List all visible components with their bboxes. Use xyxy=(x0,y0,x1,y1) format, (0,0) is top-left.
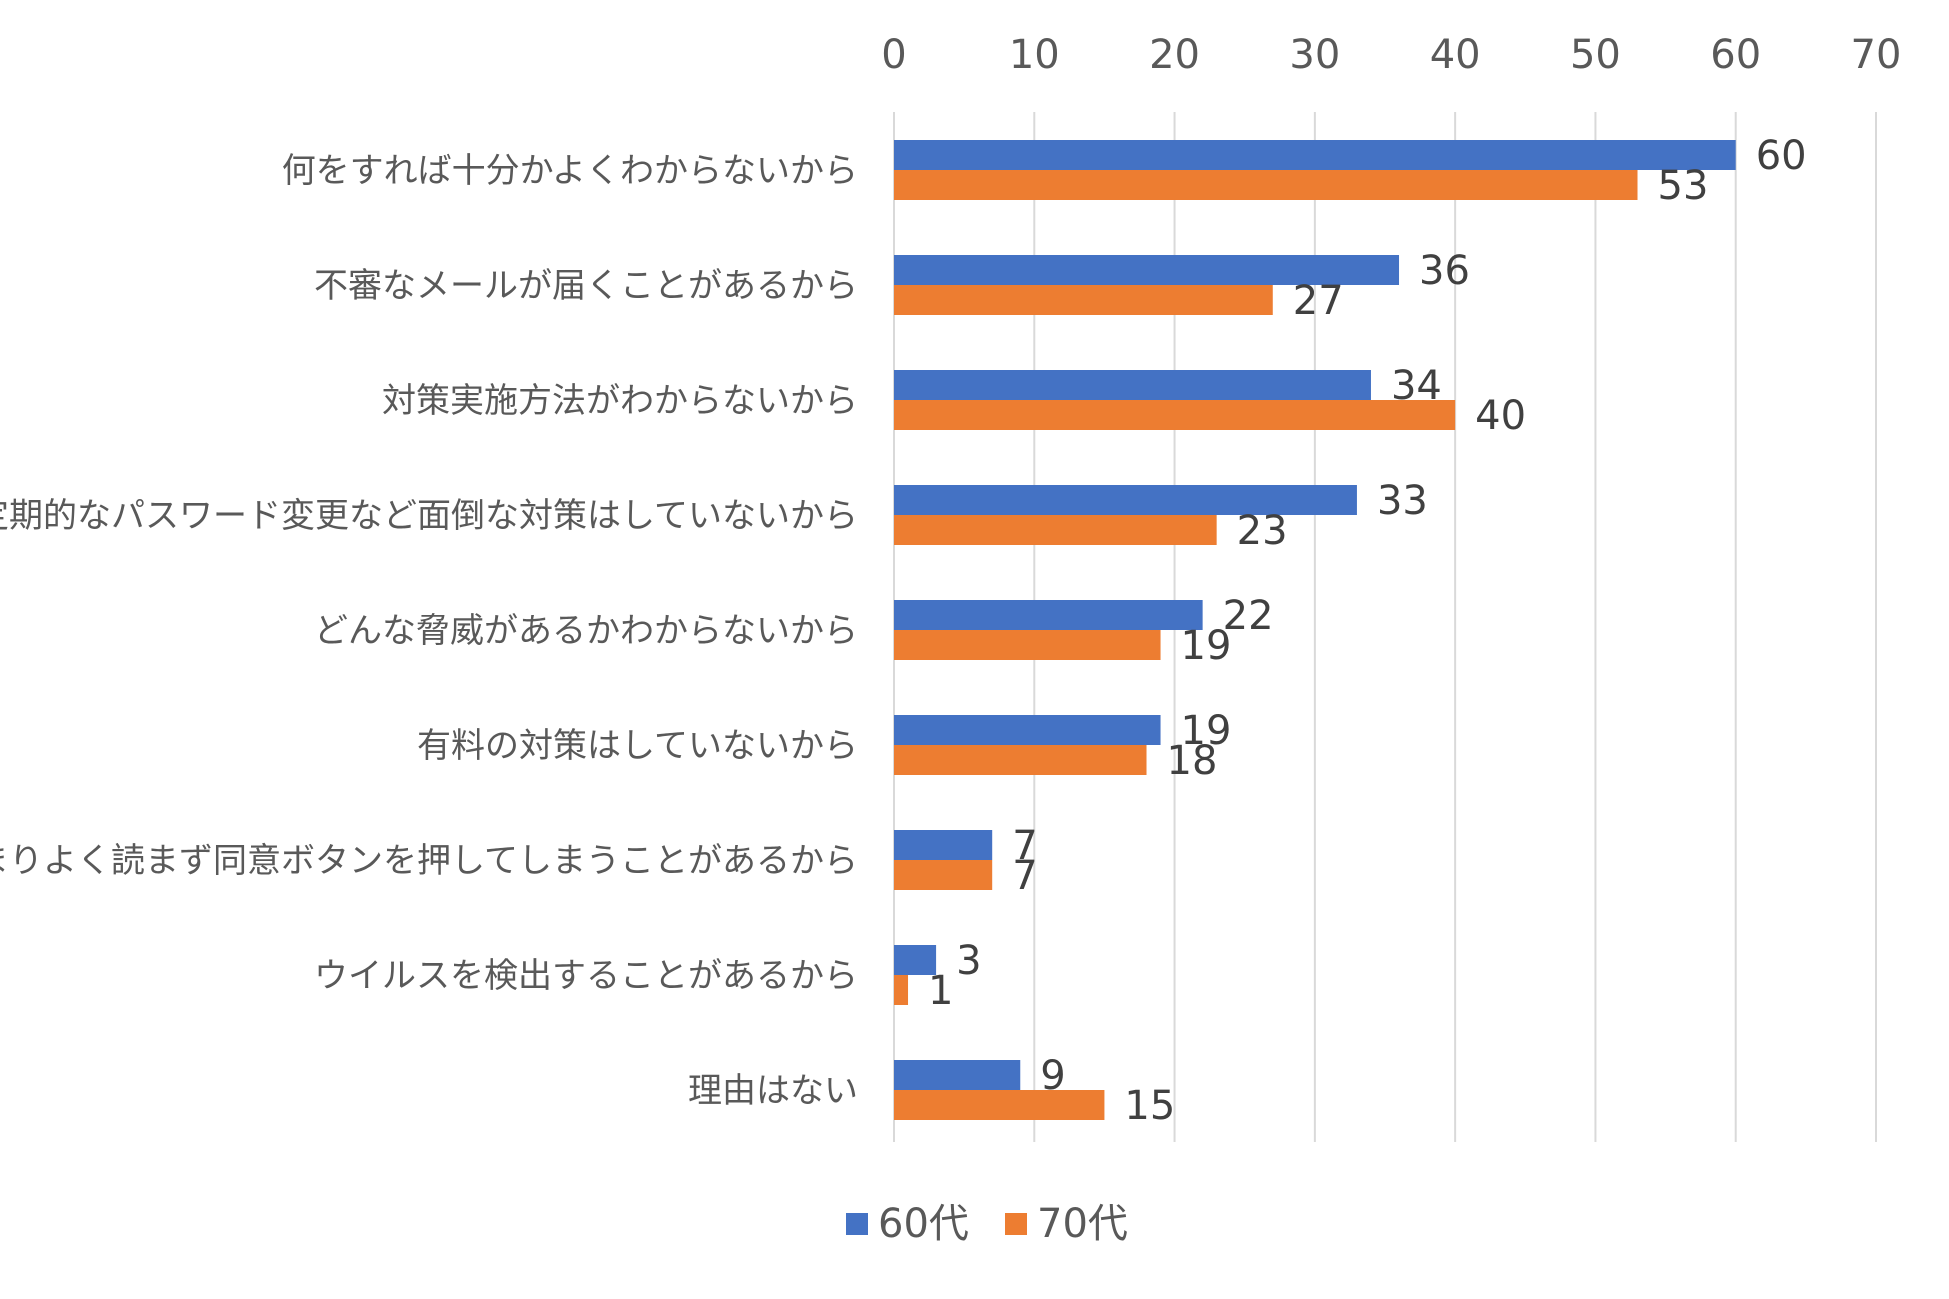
bar-series1 xyxy=(894,370,1371,400)
x-tick-label: 50 xyxy=(1570,32,1621,78)
data-label-series1: 9 xyxy=(1040,1053,1065,1099)
data-label-series1: 3 xyxy=(956,938,981,984)
data-label-series2: 18 xyxy=(1167,738,1218,784)
data-label-series2: 27 xyxy=(1293,278,1344,324)
bar-series2 xyxy=(894,400,1456,430)
category-label: 対策実施方法がわからないから xyxy=(382,381,858,421)
x-tick-label: 0 xyxy=(881,32,906,78)
bar-series1 xyxy=(894,1060,1021,1090)
data-label-series1: 60 xyxy=(1756,133,1807,179)
data-label-series2: 23 xyxy=(1237,508,1288,554)
category-label: 何をすれば十分かよくわからないから xyxy=(282,151,858,191)
bar-series1 xyxy=(894,945,937,975)
x-tick-label: 20 xyxy=(1149,32,1200,78)
x-tick-label: 70 xyxy=(1851,32,1902,78)
bar-series2 xyxy=(894,745,1147,775)
bar-series1 xyxy=(894,830,993,860)
x-tick-label: 30 xyxy=(1289,32,1340,78)
bar-series1 xyxy=(894,600,1203,630)
bar-series1 xyxy=(894,715,1161,745)
data-label-series2: 40 xyxy=(1475,393,1526,439)
data-label-series1: 36 xyxy=(1419,248,1470,294)
bar-series2 xyxy=(894,860,993,890)
data-label-series1: 34 xyxy=(1391,363,1442,409)
bar-series2 xyxy=(894,630,1161,660)
legend-swatch xyxy=(846,1213,868,1235)
bar-series2 xyxy=(894,1090,1105,1120)
category-label: 有料の対策はしていないから xyxy=(417,726,858,766)
bar-series1 xyxy=(894,255,1400,285)
data-label-series1: 22 xyxy=(1223,593,1274,639)
x-axis-ticks: 0 10 20 30 40 50 60 70 xyxy=(881,32,1901,78)
category-label: 定期的なパスワード変更など面倒な対策はしていないから xyxy=(0,496,858,536)
legend-label: 60代 xyxy=(878,1201,969,1247)
bar-series2 xyxy=(894,975,909,1005)
data-label-series1: 19 xyxy=(1181,708,1232,754)
data-label-series2: 7 xyxy=(1012,853,1037,899)
data-label-series2: 15 xyxy=(1124,1083,1175,1129)
category-label: 不審なメールが届くことがあるから xyxy=(314,266,858,306)
data-label-series2: 19 xyxy=(1181,623,1232,669)
legend-swatch xyxy=(1005,1213,1027,1235)
category-labels: 何をすれば十分かよくわからないから不審なメールが届くことがあるから対策実施方法が… xyxy=(0,151,858,1111)
data-label-series1: 7 xyxy=(1012,823,1037,869)
bar-series2 xyxy=(894,515,1217,545)
bar-series1 xyxy=(894,140,1736,170)
bars xyxy=(894,140,1736,1120)
category-label: どんな脅威があるかわからないから xyxy=(314,611,858,651)
bar-series2 xyxy=(894,285,1273,315)
legend: 60代 70代 xyxy=(846,1201,1128,1247)
legend-label: 70代 xyxy=(1037,1201,1128,1247)
bar-series1 xyxy=(894,485,1357,515)
x-tick-label: 60 xyxy=(1710,32,1761,78)
x-tick-label: 10 xyxy=(1009,32,1060,78)
bar-series2 xyxy=(894,170,1638,200)
data-label-series2: 53 xyxy=(1658,163,1709,209)
data-label-series1: 33 xyxy=(1377,478,1428,524)
category-label: 理由はない xyxy=(688,1071,858,1111)
category-label: ウイルスを検出することがあるから xyxy=(314,956,858,996)
x-tick-label: 40 xyxy=(1430,32,1481,78)
data-label-series2: 1 xyxy=(928,968,953,1014)
category-label: あまりよく読まず同意ボタンを押してしまうことがあるから xyxy=(0,841,858,881)
